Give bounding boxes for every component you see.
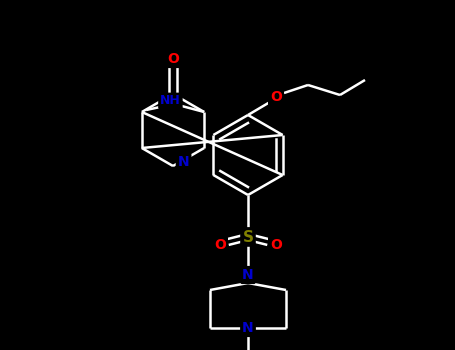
Text: O: O <box>214 238 226 252</box>
Text: S: S <box>243 230 253 245</box>
Text: N: N <box>242 268 254 282</box>
Text: O: O <box>167 52 179 66</box>
Text: N: N <box>178 155 189 169</box>
Text: O: O <box>270 238 282 252</box>
Text: O: O <box>270 90 282 104</box>
Text: NH: NH <box>160 94 181 107</box>
Text: N: N <box>242 321 254 335</box>
